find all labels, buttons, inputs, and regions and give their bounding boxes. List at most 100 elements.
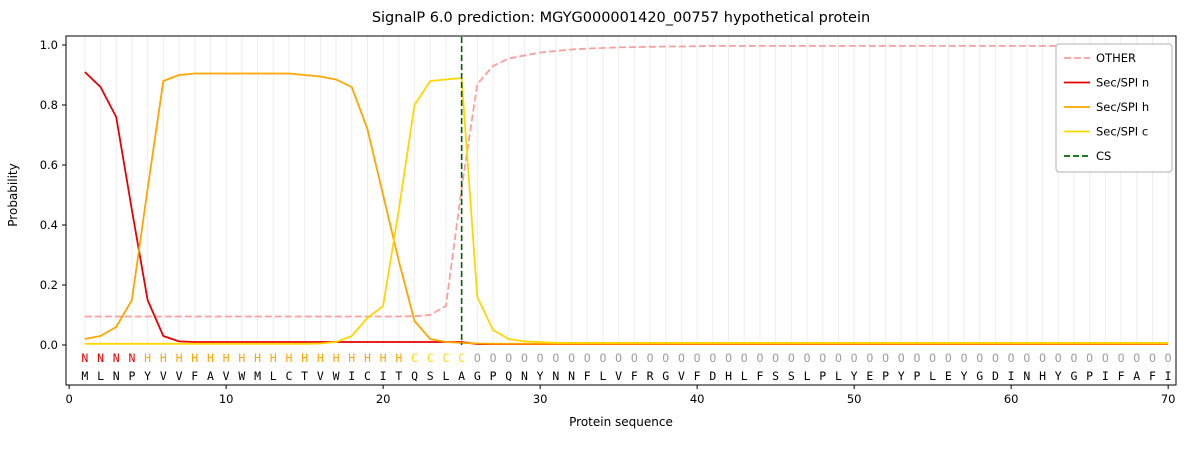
series-layer <box>84 37 1169 346</box>
residue-letter: W <box>333 369 340 383</box>
series-sec-spi-n <box>84 71 1169 346</box>
state-letter: C <box>411 351 418 365</box>
plot-border <box>65 35 1177 386</box>
residue-letter: L <box>97 369 104 383</box>
residue-letter: Y <box>898 369 905 383</box>
state-letter: O <box>1086 351 1093 365</box>
residue-letter: S <box>788 369 795 383</box>
residue-letter: F <box>584 369 591 383</box>
series-sec-spi-h <box>84 72 1169 345</box>
residue-letter: L <box>741 369 748 383</box>
residue-letter: I <box>1165 369 1172 383</box>
state-letter: H <box>301 351 308 365</box>
state-letter: H <box>364 351 371 365</box>
residue-letter: E <box>945 369 952 383</box>
residue-letter: G <box>474 369 481 383</box>
state-letter: H <box>176 351 183 365</box>
y-axis-label: Probability <box>6 163 20 226</box>
state-letter: O <box>1055 351 1062 365</box>
residue-letter: F <box>1149 369 1156 383</box>
x-tick-label: 30 <box>533 392 548 406</box>
residue-letter: A <box>207 369 214 383</box>
residue-letter: L <box>270 369 277 383</box>
residue-letter: N <box>568 369 575 383</box>
residue-letter: P <box>882 369 889 383</box>
state-letter: C <box>442 351 449 365</box>
legend: OTHER Sec/SPI n Sec/SPI h Sec/SPI c CS <box>1055 43 1173 173</box>
residue-letter: D <box>992 369 999 383</box>
residue-letter: P <box>490 369 497 383</box>
x-tick-label: 10 <box>219 392 234 406</box>
chart-title: SignalP 6.0 prediction: MGYG000001420_00… <box>372 10 870 26</box>
residue-letter: F <box>1118 369 1125 383</box>
state-letter: O <box>756 351 763 365</box>
residue-letter: F <box>631 369 638 383</box>
axis-layer: 0 10 20 30 40 50 60 70 0.0 0.2 0.4 0.6 0.8 1.0 <box>40 35 1177 406</box>
state-letter: O <box>615 351 622 365</box>
x-tick-label: 40 <box>690 392 705 406</box>
residue-letter: M <box>254 369 261 383</box>
state-letter: O <box>599 351 606 365</box>
state-letter: H <box>270 351 277 365</box>
residue-letter: Q <box>411 369 418 383</box>
residue-letter: N <box>113 369 120 383</box>
state-letter: O <box>961 351 968 365</box>
x-tick-label: 50 <box>847 392 862 406</box>
state-letter: O <box>1165 351 1172 365</box>
state-letter: O <box>772 351 779 365</box>
state-letter: O <box>945 351 952 365</box>
residue-letter: P <box>1086 369 1093 383</box>
state-letter: O <box>882 351 889 365</box>
state-letter: O <box>521 351 528 365</box>
state-letter: O <box>898 351 905 365</box>
state-letter: O <box>725 351 732 365</box>
x-axis-label: Protein sequence <box>569 415 673 429</box>
residue-letter: E <box>866 369 873 383</box>
state-letter: O <box>662 351 669 365</box>
residue-letter: L <box>599 369 606 383</box>
state-letter: H <box>207 351 214 365</box>
state-letter: O <box>537 351 544 365</box>
residue-letter: G <box>662 369 669 383</box>
state-letter: O <box>1023 351 1030 365</box>
x-tick-label: 60 <box>1004 392 1019 406</box>
state-letter: O <box>568 351 575 365</box>
residue-letter: I <box>1102 369 1109 383</box>
residue-letter: T <box>301 369 308 383</box>
state-letter: O <box>1133 351 1140 365</box>
residue-letter: H <box>725 369 732 383</box>
state-letter: O <box>1118 351 1125 365</box>
state-letter: H <box>254 351 261 365</box>
legend-label: OTHER <box>1096 51 1136 65</box>
state-letter: H <box>395 351 402 365</box>
state-letter: N <box>113 351 120 365</box>
state-letter: O <box>631 351 638 365</box>
residue-letter: Y <box>851 369 858 383</box>
y-tick-label: 0.2 <box>40 278 58 292</box>
residue-letter: R <box>647 369 654 383</box>
state-letter: O <box>678 351 685 365</box>
legend-label: CS <box>1096 149 1111 163</box>
residue-letter: Y <box>961 369 968 383</box>
residue-letter: V <box>615 369 622 383</box>
y-tick-label: 1.0 <box>40 38 58 52</box>
state-letter: O <box>913 351 920 365</box>
state-letter: H <box>317 351 324 365</box>
residue-letter: Y <box>1055 369 1062 383</box>
state-letter: O <box>490 351 497 365</box>
residue-letter: W <box>238 369 245 383</box>
state-letter: O <box>709 351 716 365</box>
state-letter: O <box>851 351 858 365</box>
state-letter: O <box>929 351 936 365</box>
state-letter: C <box>427 351 434 365</box>
residue-letter: N <box>1023 369 1030 383</box>
state-letter: O <box>741 351 748 365</box>
y-tick-label: 0.4 <box>40 218 58 232</box>
y-tick-label: 0.8 <box>40 98 58 112</box>
state-letter: O <box>552 351 559 365</box>
residue-letter: V <box>678 369 685 383</box>
residue-letter: I <box>348 369 355 383</box>
state-letter: N <box>81 351 88 365</box>
state-letter: O <box>992 351 999 365</box>
